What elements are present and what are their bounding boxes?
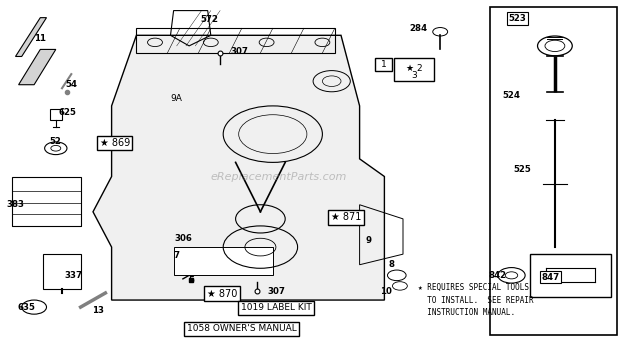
Polygon shape: [19, 49, 56, 85]
Text: 525: 525: [514, 165, 531, 174]
Bar: [43, 254, 81, 289]
Text: 1019 LABEL KIT: 1019 LABEL KIT: [241, 303, 311, 312]
Text: eReplacementParts.com: eReplacementParts.com: [211, 172, 347, 181]
Text: 284: 284: [409, 24, 428, 33]
Bar: [394, 58, 434, 81]
Text: 337: 337: [64, 271, 82, 280]
Text: 523: 523: [509, 14, 526, 23]
Text: ★ 869: ★ 869: [100, 138, 130, 148]
Text: 524: 524: [502, 91, 521, 100]
Text: ★ REQUIRES SPECIAL TOOLS
  TO INSTALL.  SEE REPAIR
  INSTRUCTION MANUAL.: ★ REQUIRES SPECIAL TOOLS TO INSTALL. SEE…: [418, 283, 534, 317]
Polygon shape: [93, 35, 384, 300]
Text: 5: 5: [188, 276, 194, 285]
Text: 13: 13: [92, 306, 104, 315]
Bar: [174, 247, 273, 275]
Text: ★ 870: ★ 870: [207, 289, 237, 299]
Text: ★ 2: ★ 2: [406, 64, 422, 73]
Text: 625: 625: [58, 108, 76, 118]
Text: 635: 635: [17, 303, 35, 312]
Text: 54: 54: [65, 80, 78, 89]
Text: ★ 871: ★ 871: [331, 212, 361, 222]
Text: 1058 OWNER'S MANUAL: 1058 OWNER'S MANUAL: [187, 324, 297, 334]
Text: 9: 9: [366, 235, 372, 245]
Text: 306: 306: [175, 234, 192, 243]
Text: 307: 307: [268, 287, 286, 296]
Polygon shape: [16, 18, 46, 56]
Text: 1: 1: [381, 60, 387, 69]
Text: 10: 10: [379, 287, 392, 296]
Text: 52: 52: [50, 137, 62, 146]
Text: 11: 11: [34, 34, 46, 43]
Text: 8: 8: [389, 260, 395, 269]
Text: 307: 307: [231, 47, 249, 56]
Text: 383: 383: [6, 200, 25, 209]
Text: 847: 847: [541, 273, 560, 282]
Bar: [375, 58, 392, 71]
Text: 3: 3: [411, 71, 417, 80]
Bar: [530, 254, 611, 297]
Bar: [12, 176, 81, 226]
Text: 572: 572: [200, 15, 218, 24]
Text: 842: 842: [488, 271, 507, 280]
Text: 7: 7: [174, 251, 180, 261]
Bar: [490, 7, 617, 335]
Text: 9A: 9A: [170, 94, 183, 103]
